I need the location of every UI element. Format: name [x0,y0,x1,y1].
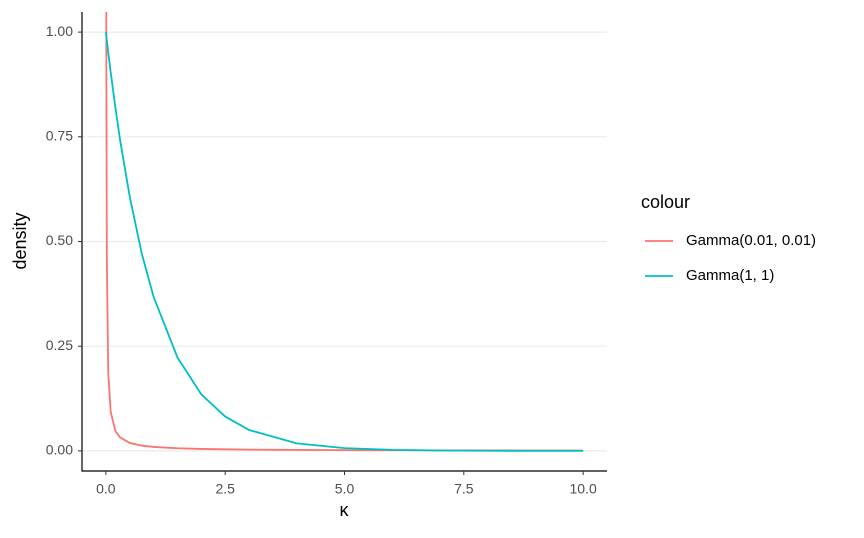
x-tick-label: 2.5 [215,481,235,497]
grid [82,31,607,452]
y-tick-label: 0.00 [46,442,73,458]
y-axis-title: density [10,212,30,269]
legend-title: colour [641,192,690,212]
x-tick-label: 0.0 [96,481,116,497]
x-tick-label: 5.0 [335,481,355,497]
y-tick-label: 0.25 [46,337,73,353]
y-tick-label: 0.50 [46,232,73,248]
series-line [105,12,584,452]
x-tick-label: 10.0 [570,481,597,497]
x-tick-label: 7.5 [454,481,474,497]
legend-label: Gamma(0.01, 0.01) [686,232,816,249]
legend-label: Gamma(1, 1) [686,267,774,284]
y-tick-label: 0.75 [46,128,73,144]
plot-area [104,12,584,452]
legend: Gamma(0.01, 0.01) Gamma(1, 1) [645,232,816,284]
x-axis-title: κ [340,500,350,520]
y-tick-label: 1.00 [46,23,73,39]
series-line [104,31,584,452]
